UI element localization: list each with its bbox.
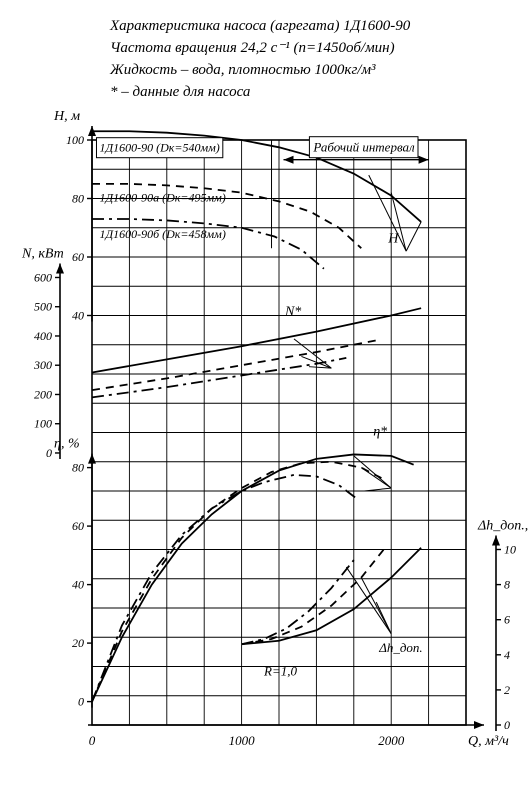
svg-text:80: 80 — [72, 192, 84, 206]
header-line: Жидкость – вода, плотностью 1000кг/м³ — [109, 62, 376, 78]
svg-text:2000: 2000 — [378, 733, 405, 748]
chart-svg: Характеристика насоса (агрегата) 1Д1600-… — [0, 0, 531, 800]
svg-text:60: 60 — [72, 250, 84, 264]
pump-chart: Характеристика насоса (агрегата) 1Д1600-… — [0, 0, 531, 800]
header-line: * – данные для насоса — [110, 84, 250, 100]
svg-text:80: 80 — [72, 461, 84, 475]
svg-text:2: 2 — [504, 683, 510, 697]
svg-text:400: 400 — [34, 329, 52, 343]
svg-text:60: 60 — [72, 519, 84, 533]
svg-text:40: 40 — [72, 309, 84, 323]
chart-label: Рабочий интервал — [312, 140, 415, 155]
chart-label: R=1,0 — [263, 663, 297, 678]
header-line: Характеристика насоса (агрегата) 1Д1600-… — [109, 18, 411, 34]
svg-text:0: 0 — [78, 695, 84, 709]
chart-label: η* — [373, 424, 387, 439]
svg-text:0: 0 — [89, 733, 96, 748]
chart-label: N* — [284, 305, 301, 320]
svg-text:Q, м³/ч: Q, м³/ч — [468, 734, 509, 749]
svg-text:0: 0 — [46, 446, 52, 460]
svg-text:300: 300 — [33, 358, 52, 372]
svg-text:Δh_доп., м: Δh_доп., м — [477, 519, 531, 534]
svg-text:500: 500 — [34, 300, 52, 314]
svg-text:100: 100 — [66, 133, 84, 147]
svg-text:10: 10 — [504, 543, 516, 557]
svg-text:0: 0 — [504, 718, 510, 732]
svg-text:1000: 1000 — [229, 733, 256, 748]
header-line: Частота вращения 24,2 с⁻¹ (n=1450об/мин) — [110, 40, 395, 56]
chart-label: 1Д1600-90а (Dк=495мм) — [99, 190, 225, 204]
axis-label: N, кВт — [21, 246, 64, 261]
chart-label: Δh_доп. — [378, 640, 422, 655]
svg-text:6: 6 — [504, 613, 510, 627]
axis-label: η, % — [54, 437, 80, 452]
svg-text:40: 40 — [72, 578, 84, 592]
svg-text:4: 4 — [504, 648, 510, 662]
svg-text:8: 8 — [504, 578, 510, 592]
axis-label: H, м — [53, 109, 80, 124]
svg-text:600: 600 — [34, 270, 52, 284]
svg-text:200: 200 — [34, 387, 52, 401]
svg-text:100: 100 — [34, 417, 52, 431]
svg-text:20: 20 — [72, 636, 84, 650]
chart-label: 1Д1600-90 (Dк=540мм) — [99, 141, 219, 155]
chart-label: 1Д1600-90б (Dк=458мм) — [99, 227, 225, 241]
